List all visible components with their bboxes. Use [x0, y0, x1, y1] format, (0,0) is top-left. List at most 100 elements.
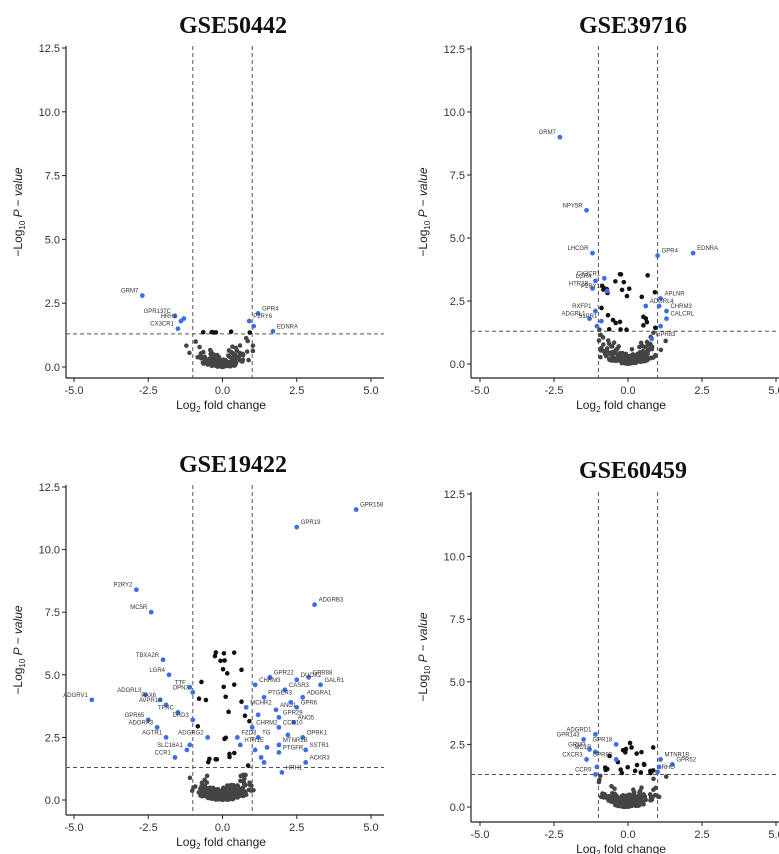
- gene-point-significant: [587, 747, 592, 752]
- gene-point-significant: [656, 303, 662, 309]
- gene-point-nonsignificant: [198, 351, 204, 356]
- gene-label: ADGRL1: [562, 312, 587, 318]
- gene-point-nonsignificant: [202, 354, 208, 360]
- gene-label: MCHR2: [250, 700, 272, 706]
- gene-point-nonsignificant: [600, 335, 606, 340]
- gene-point-nonsignificant: [244, 349, 250, 354]
- gene-point-nonsignificant: [239, 699, 244, 705]
- gene-point-significant: [291, 719, 297, 725]
- gene-point-nonsignificant: [231, 682, 237, 687]
- gene-point-nonsignificant: [208, 351, 213, 357]
- gene-point-nonsignificant: [632, 768, 638, 774]
- gene-point-nonsignificant: [227, 751, 232, 757]
- gene-point-nonsignificant: [632, 354, 638, 360]
- gene-point-significant: [237, 742, 243, 748]
- gene-label: AGTR1: [142, 730, 163, 736]
- gene-label: HTR1E: [244, 738, 264, 744]
- gene-point-nonsignificant: [641, 314, 646, 320]
- gene-label: S1PR1: [578, 314, 598, 320]
- gene-point-nonsignificant: [609, 783, 614, 789]
- gene-label: ANO5: [298, 715, 315, 721]
- gene-point-nonsignificant: [242, 789, 248, 794]
- gene-label: EDNRA: [697, 246, 718, 252]
- gene-point-significant: [258, 755, 264, 760]
- gene-point-nonsignificant: [617, 350, 622, 356]
- gene-point-significant: [267, 674, 273, 680]
- x-tick-label: 5.0: [768, 829, 779, 841]
- gene-point-nonsignificant: [641, 323, 646, 328]
- gene-point-significant: [264, 745, 270, 750]
- y-tick-label: 10.0: [444, 107, 465, 119]
- y-tick-label: 2.5: [45, 298, 60, 310]
- gene-label: RHO: [662, 765, 676, 771]
- gene-point-significant: [294, 524, 300, 530]
- gene-point-significant: [300, 735, 306, 740]
- gene-point-nonsignificant: [222, 658, 227, 663]
- gene-label: GPR6: [301, 700, 318, 706]
- gene-point-nonsignificant: [199, 679, 204, 685]
- gene-point-nonsignificant: [618, 327, 623, 332]
- gene-point-nonsignificant: [642, 358, 648, 364]
- gene-point-significant: [187, 742, 193, 748]
- gene-point-nonsignificant: [598, 354, 603, 360]
- gene-point-nonsignificant: [209, 359, 215, 364]
- gene-point-nonsignificant: [221, 651, 227, 656]
- y-tick-label: 5.0: [450, 233, 465, 245]
- gene-point-significant: [276, 750, 282, 755]
- y-tick-label: 0.0: [450, 802, 465, 814]
- y-axis-label: −Log10 P − value: [11, 167, 27, 257]
- gene-point-nonsignificant: [601, 348, 606, 354]
- gene-point-nonsignificant: [205, 795, 211, 801]
- gene-label: GRM7: [121, 289, 139, 295]
- panel-title: GSE50442: [179, 13, 287, 39]
- gene-point-nonsignificant: [242, 713, 248, 719]
- y-tick-label: 10.0: [39, 545, 60, 557]
- y-tick-label: 7.5: [45, 607, 60, 619]
- gene-point-significant: [261, 760, 267, 765]
- gene-point-nonsignificant: [205, 759, 211, 765]
- gene-point-significant: [312, 602, 317, 608]
- gene-point-significant: [584, 757, 589, 762]
- y-axis-label: −Log10 P − value: [11, 605, 27, 695]
- gene-point-significant: [604, 288, 610, 294]
- gene-label: CHRM3: [670, 304, 692, 310]
- gene-point-nonsignificant: [228, 782, 234, 788]
- gene-point-nonsignificant: [624, 327, 629, 333]
- gene-label: ADGRL3: [117, 688, 142, 694]
- gene-point-nonsignificant: [234, 356, 240, 361]
- gene-point-nonsignificant: [232, 785, 238, 791]
- gene-point-nonsignificant: [641, 762, 647, 768]
- gene-point-significant: [670, 762, 675, 767]
- gene-point-nonsignificant: [630, 787, 636, 793]
- gene-point-nonsignificant: [609, 344, 614, 349]
- gene-point-significant: [234, 735, 240, 740]
- gene-point-nonsignificant: [626, 286, 632, 292]
- gene-label: HTR2B: [569, 281, 589, 287]
- gene-point-significant: [590, 286, 595, 291]
- gene-point-nonsignificant: [243, 772, 248, 778]
- gene-point-nonsignificant: [233, 361, 238, 367]
- gene-point-significant: [172, 313, 178, 319]
- gene-point-significant: [261, 694, 267, 700]
- gene-point-significant: [255, 735, 261, 740]
- y-tick-label: 0.0: [450, 359, 465, 371]
- gene-label: GALR1: [325, 678, 345, 684]
- gene-point-significant: [133, 587, 139, 593]
- gene-point-nonsignificant: [228, 788, 234, 793]
- x-tick-label: 0.0: [620, 829, 635, 841]
- gene-point-nonsignificant: [598, 773, 603, 779]
- gene-point-nonsignificant: [613, 320, 618, 326]
- gene-point-significant: [306, 674, 312, 680]
- gene-point-nonsignificant: [648, 798, 653, 803]
- x-tick-label: -2.5: [139, 822, 158, 834]
- gene-label: ADGRB3: [319, 598, 344, 604]
- gene-point-nonsignificant: [224, 671, 230, 676]
- gene-label: PTGFR: [283, 745, 304, 751]
- y-tick-label: 2.5: [450, 296, 465, 308]
- gene-point-nonsignificant: [629, 745, 634, 750]
- gene-point-nonsignificant: [602, 765, 608, 770]
- gene-point-significant: [294, 677, 300, 683]
- gene-point-nonsignificant: [222, 736, 227, 742]
- gene-point-nonsignificant: [223, 359, 228, 364]
